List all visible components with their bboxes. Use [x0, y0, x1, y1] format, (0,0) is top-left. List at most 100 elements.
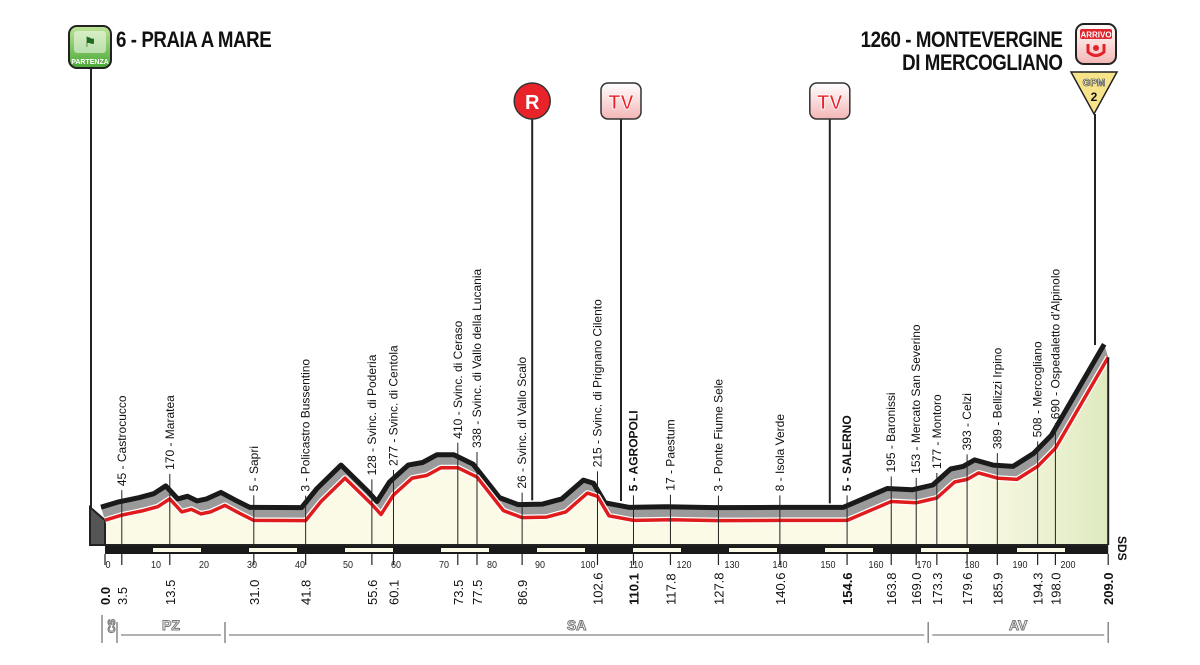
- waypoint-label: 215 - Svinc. di Prignano Cilento: [590, 299, 604, 467]
- waypoint-label: 17 - Paestum: [663, 419, 677, 490]
- km-bar-segment: [633, 548, 681, 552]
- waypoint-label: 5 - SALERNO: [840, 415, 854, 491]
- distance-label: 127.8: [711, 572, 726, 605]
- distance-label: 169.0: [909, 572, 924, 605]
- sds-logo: SDS: [1115, 536, 1129, 561]
- marker-label: TV: [817, 92, 843, 114]
- km-bar-segment: [249, 548, 297, 552]
- km-bar-segment: [345, 548, 393, 552]
- km-tick-label: 170: [916, 560, 931, 572]
- km-bar-segment: [825, 548, 873, 552]
- distance-label: 198.0: [1048, 572, 1063, 605]
- km-tick-label: 50: [343, 560, 353, 572]
- km-bar: [105, 546, 1109, 554]
- km-tick-label: 100: [580, 560, 595, 572]
- distance-label: 60.1: [386, 580, 401, 605]
- waypoint-label: 195 - Baronissi: [884, 392, 898, 472]
- km-bar-segment: [537, 548, 585, 552]
- gpm-badge: GPM 2: [1069, 71, 1119, 116]
- waypoint-label: 690 - Ospedaletto d'Alpinolo: [1048, 268, 1062, 419]
- km-tick-label: 90: [535, 560, 545, 572]
- marker-label: R: [525, 92, 540, 114]
- waypoint-label: 45 - Castrocucco: [115, 395, 129, 486]
- waypoint-label: 508 - Mercogliano: [1031, 341, 1045, 437]
- waypoint-label: 389 - Bellizzi Irpino: [990, 347, 1004, 449]
- marker-tv-icon: [809, 82, 851, 120]
- km-tick-label: 130: [724, 560, 739, 572]
- km-tick-label: 70: [439, 560, 449, 572]
- km-tick-label: 30: [247, 560, 257, 572]
- waypoint-label: 5 - Sapri: [247, 446, 261, 491]
- km-tick-label: 0: [105, 560, 110, 572]
- distance-label: 55.6: [365, 580, 380, 605]
- profile-top-edge: [100, 342, 1107, 511]
- waypoint-label: 277 - Svinc. di Centola: [386, 345, 400, 466]
- km-bar-segment: [153, 548, 201, 552]
- start-title: 6 - PRAIA A MARE: [116, 27, 272, 52]
- waypoint-label: 5 - AGROPOLI: [626, 410, 640, 491]
- distance-label: 3.5: [115, 587, 130, 605]
- waypoint-label: 8 - Isola Verde: [773, 414, 787, 492]
- distance-label: 73.5: [451, 580, 466, 605]
- finish-arms-icon: [1086, 44, 1106, 57]
- route-line: [104, 356, 1110, 523]
- distance-label: 41.8: [299, 580, 314, 605]
- waypoint-label: 3 - Ponte Fiume Sele: [711, 379, 725, 492]
- waypoint-label: 3 - Policastro Bussentino: [299, 359, 313, 492]
- km-tick-label: 140: [772, 560, 787, 572]
- distance-label: 209.0: [1101, 572, 1116, 605]
- province-label: SA: [567, 617, 586, 633]
- km-tick-label: 40: [295, 560, 305, 572]
- distance-label: 179.6: [960, 572, 975, 605]
- distance-label: 117.8: [663, 573, 678, 605]
- waypoint-label: 153 - Mercato San Severino: [909, 324, 923, 474]
- km-tick-label: 20: [199, 560, 209, 572]
- marker-r-icon: [513, 82, 551, 120]
- distance-label: 194.3: [1031, 572, 1046, 605]
- km-tick-label: 160: [868, 560, 883, 572]
- waypoint-label: 26 - Svinc. di Vallo Scalo: [515, 356, 529, 488]
- km-bar-segment: [921, 548, 969, 552]
- waypoint-label: 338 - Svinc. di Vallo della Lucania: [470, 269, 484, 449]
- profile-band: [101, 344, 1109, 521]
- km-tick-label: 80: [487, 560, 497, 572]
- km-tick-label: 110: [629, 560, 643, 572]
- distance-label: 154.6: [840, 572, 855, 605]
- gpm-label: GPM: [1083, 78, 1106, 89]
- province-label: AV: [1009, 617, 1028, 633]
- finish-badge: ARRIVO: [1075, 23, 1117, 65]
- waypoint-label: 393 - Celzi: [960, 393, 974, 450]
- km-tick-label: 150: [820, 560, 835, 572]
- km-tick-label: 120: [676, 560, 691, 572]
- start-badge: ⚑ PARTENZA: [68, 25, 112, 69]
- km-bar-segment: [729, 548, 777, 552]
- distance-label: 13.5: [163, 580, 178, 605]
- distance-label: 173.3: [930, 572, 945, 605]
- distance-label: 140.6: [773, 572, 788, 605]
- gpm-category: 2: [1091, 90, 1098, 104]
- km-tick-label: 190: [1012, 560, 1027, 572]
- marker-tv-icon: [600, 82, 642, 120]
- waypoint-label: 177 - Montoro: [930, 394, 944, 469]
- profile-fill: [105, 357, 1109, 545]
- finish-title-line2: DI MERCOGLIANO: [901, 50, 1063, 75]
- km-tick-label: 200: [1060, 560, 1075, 572]
- finish-title-line1: 1260 - MONTEVERGINE: [860, 27, 1062, 52]
- km-tick-label: 180: [964, 560, 979, 572]
- km-bar-segment: [441, 548, 489, 552]
- distance-label: 185.9: [990, 572, 1005, 605]
- province-label: CS: [107, 619, 118, 633]
- waypoint-label: 128 - Svinc. di Poderia: [365, 354, 379, 475]
- distance-label: 0.0: [98, 587, 113, 605]
- province-label: PZ: [162, 617, 180, 633]
- distance-label: 31.0: [247, 580, 262, 605]
- waypoint-label: 170 - Maratea: [163, 395, 177, 470]
- distance-label: 102.6: [590, 572, 605, 605]
- km-bar-segment: [1017, 548, 1065, 552]
- km-tick-label: 60: [391, 560, 401, 572]
- distance-label: 86.9: [515, 580, 530, 605]
- flag-icon: ⚑: [84, 34, 97, 50]
- finish-badge-label: ARRIVO: [1080, 31, 1111, 40]
